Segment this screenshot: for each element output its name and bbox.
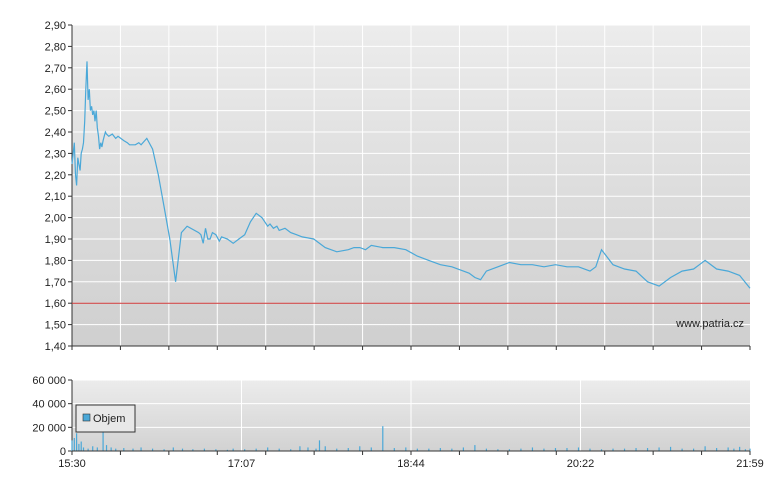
price-vertical-grid bbox=[119, 25, 703, 346]
time-axis-label: 15:30 bbox=[58, 458, 86, 470]
price-y-tick-labels: 1,40 1,50 1,60 1,70 1,80 1,90 2,00 2,10 2,20 2,30… bbox=[45, 20, 73, 353]
price-y-tick-label: 2,80 bbox=[45, 41, 66, 53]
price-y-tick-label: 1,50 bbox=[45, 320, 66, 332]
price-y-tick-label: 2,70 bbox=[45, 63, 66, 75]
price-y-tick-label: 2,20 bbox=[45, 170, 66, 182]
legend: Objem bbox=[75, 404, 136, 433]
price-x-tick-marks bbox=[71, 346, 751, 350]
price-y-tick-label: 2,60 bbox=[45, 84, 66, 96]
price-panel: 1,40 1,50 1,60 1,70 1,80 1,90 2,00 2,10 2,20 2,30… bbox=[45, 20, 751, 353]
volume-y-tick-label: 40 000 bbox=[32, 399, 66, 411]
time-axis-labels: 15:30 17:07 18:44 20:22 21:59 bbox=[58, 458, 764, 470]
price-y-tick-label: 2,40 bbox=[45, 127, 66, 139]
volume-y-tick-label: 0 bbox=[60, 446, 66, 458]
legend-label: Objem bbox=[93, 413, 125, 425]
price-y-tick-label: 2,00 bbox=[45, 213, 66, 225]
price-series-line bbox=[71, 61, 751, 289]
price-y-tick-label: 1,40 bbox=[45, 341, 66, 353]
time-axis-label: 17:07 bbox=[228, 458, 256, 470]
volume-x-tick-marks bbox=[71, 451, 751, 455]
volume-panel: 0 20 000 40 000 60 000 15:30 17:07 18:44 20:22… bbox=[32, 375, 763, 470]
time-axis-label: 21:59 bbox=[736, 458, 764, 470]
price-y-tick-label: 2,30 bbox=[45, 148, 66, 160]
price-y-tick-label: 2,10 bbox=[45, 191, 66, 203]
volume-vertical-grid bbox=[241, 380, 581, 451]
volume-horizontal-grid bbox=[72, 379, 750, 428]
time-axis-label: 20:22 bbox=[567, 458, 595, 470]
volume-y-tick-label: 20 000 bbox=[32, 422, 66, 434]
volume-y-tick-labels: 0 20 000 40 000 60 000 bbox=[32, 375, 73, 458]
volume-y-tick-label: 60 000 bbox=[32, 375, 66, 387]
price-y-tick-label: 1,90 bbox=[45, 234, 66, 246]
price-y-tick-label: 1,80 bbox=[45, 255, 66, 267]
price-y-tick-label: 1,60 bbox=[45, 298, 66, 310]
legend-swatch bbox=[82, 413, 91, 422]
price-y-tick-label: 2,50 bbox=[45, 106, 66, 118]
price-y-tick-label: 1,70 bbox=[45, 277, 66, 289]
watermark-text: www.patria.cz bbox=[675, 318, 744, 330]
price-y-tick-label: 2,90 bbox=[45, 20, 66, 32]
time-axis-label: 18:44 bbox=[397, 458, 425, 470]
